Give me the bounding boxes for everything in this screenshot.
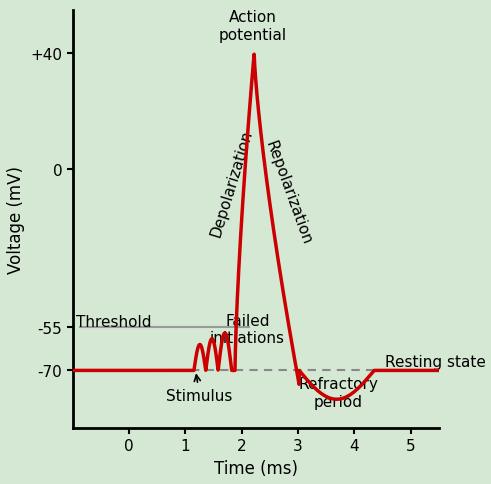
Text: Repolarization: Repolarization (262, 138, 314, 246)
Text: Refractory
period: Refractory period (299, 377, 379, 409)
Text: Stimulus: Stimulus (166, 375, 233, 403)
Text: Resting state: Resting state (385, 355, 486, 369)
Text: Depolarization: Depolarization (208, 128, 255, 239)
X-axis label: Time (ms): Time (ms) (214, 459, 298, 477)
Text: Action
potential: Action potential (219, 10, 287, 43)
Text: Failed
initiations: Failed initiations (210, 313, 285, 346)
Y-axis label: Voltage (mV): Voltage (mV) (7, 166, 25, 273)
Text: Threshold: Threshold (76, 314, 151, 329)
